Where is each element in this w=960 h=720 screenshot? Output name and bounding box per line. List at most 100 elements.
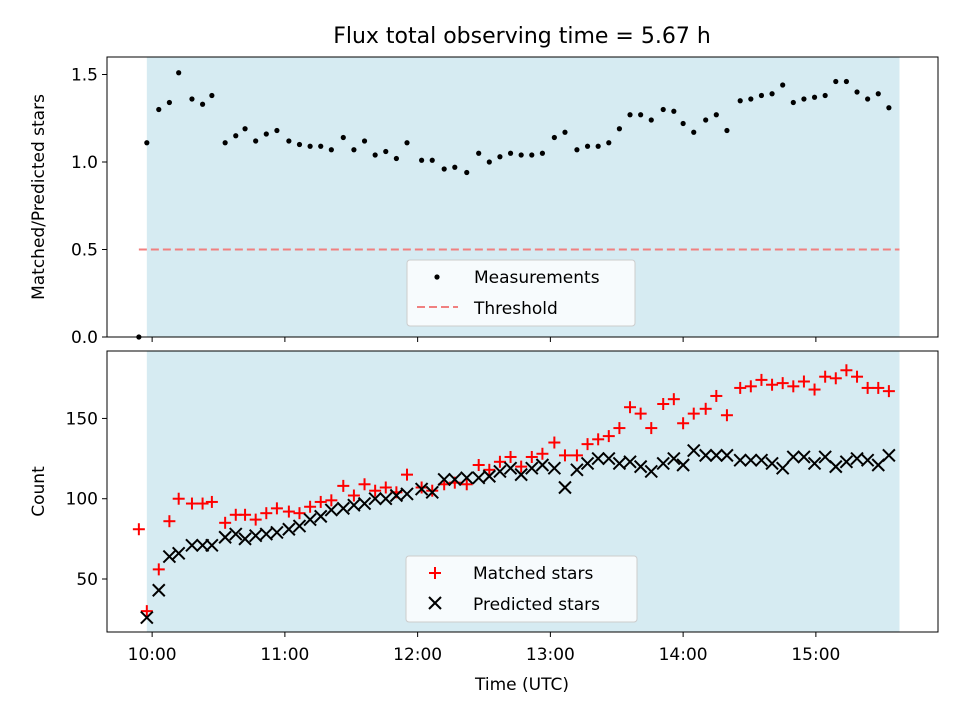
matched-star-marker: [872, 381, 885, 394]
predicted-star-marker: [414, 482, 429, 496]
predicted-star-marker: [229, 527, 243, 541]
matched-star-marker: [472, 459, 485, 472]
matched-star-marker: [415, 481, 428, 494]
matched-star-marker: [861, 381, 874, 394]
matched-star-marker: [699, 402, 712, 415]
matched-star-marker: [744, 380, 757, 393]
predicted-stars-points: [140, 443, 896, 625]
matched-star-marker: [325, 494, 338, 507]
measurement-point: [843, 78, 850, 85]
matched-star-marker: [347, 489, 360, 502]
predicted-star-marker: [644, 464, 658, 479]
matched-stars-points: [132, 364, 895, 618]
measurement-point: [518, 152, 524, 158]
matched-star-marker: [558, 449, 571, 462]
matched-star-marker: [645, 422, 658, 435]
predicted-star-marker: [797, 450, 811, 464]
measurement-point: [507, 150, 514, 156]
predicted-star-marker: [482, 469, 497, 483]
legend-measurements-label: Measurements: [474, 268, 600, 288]
y-tick-label: 1.0: [71, 153, 98, 173]
matched-star-marker: [581, 438, 594, 451]
measurement-point: [724, 127, 730, 134]
predicted-star-marker: [882, 448, 896, 463]
predicted-star-marker: [733, 453, 747, 467]
matched-star-marker: [483, 463, 496, 476]
measurement-point: [660, 106, 666, 113]
measurement-point: [780, 82, 786, 88]
measurement-point: [616, 126, 623, 132]
measurement-point: [199, 101, 206, 107]
predicted-star-marker: [152, 583, 166, 597]
measurement-point: [497, 154, 503, 160]
predicted-star-marker: [807, 456, 822, 471]
matched-star-marker: [249, 513, 262, 526]
matched-star-marker: [808, 383, 821, 396]
matched-star-marker: [677, 417, 690, 430]
x-tick-label: 13:00: [526, 645, 575, 665]
matched-star-marker: [304, 500, 317, 513]
matched-star-marker: [536, 447, 549, 460]
matched-star-marker: [819, 370, 832, 383]
matched-star-marker: [624, 401, 637, 414]
predicted-star-marker: [547, 461, 562, 475]
measurement-point: [574, 147, 580, 153]
matched-star-marker: [270, 502, 283, 515]
predicted-star-marker: [591, 451, 605, 466]
predicted-star-marker: [471, 471, 486, 485]
measurement-point: [209, 92, 215, 99]
matched-star-marker: [132, 523, 145, 536]
predicted-star-marker: [558, 480, 572, 495]
measurement-point: [464, 169, 470, 176]
matched-star-marker: [776, 377, 789, 390]
predicted-star-marker: [248, 528, 263, 543]
measurement-point: [886, 105, 892, 111]
matched-star-marker: [829, 372, 842, 385]
matched-star-marker: [369, 484, 382, 497]
measurement-point: [595, 143, 601, 149]
matched-star-marker: [851, 370, 864, 383]
predicted-star-marker: [162, 549, 177, 564]
matched-star-marker: [460, 478, 473, 491]
top-x-ticks: [151, 337, 817, 342]
predicted-star-marker: [633, 459, 648, 474]
measurement-point: [263, 131, 269, 137]
measurement-point: [790, 99, 796, 106]
predicted-star-marker: [698, 448, 713, 463]
y-tick-label: 150: [66, 409, 98, 429]
top-panel-frame: [106, 56, 939, 338]
measurement-point: [318, 143, 324, 149]
measurement-point: [680, 120, 686, 127]
top-panel: 0.0 0.5 1.0 1.5 Matched/Predicted stars Mea…: [29, 56, 939, 348]
measurement-point: [703, 117, 709, 123]
measurement-point: [865, 96, 871, 102]
measurement-point: [222, 140, 228, 146]
predicted-star-marker: [535, 458, 550, 472]
measurement-point: [551, 134, 557, 141]
predicted-star-marker: [368, 492, 382, 506]
measurement-point: [811, 94, 818, 100]
measurement-point: [691, 129, 697, 135]
top-legend-box: [406, 259, 636, 327]
predicted-star-marker: [292, 519, 307, 533]
predicted-star-marker: [347, 498, 361, 512]
predicted-star-marker: [580, 456, 595, 471]
measurement-point: [606, 140, 612, 146]
y-tick-label: 1.5: [71, 66, 98, 86]
x-tick-label: 12:00: [393, 645, 442, 665]
predicted-star-marker: [612, 456, 627, 471]
matched-star-marker: [205, 495, 218, 508]
predicted-star-marker: [667, 451, 681, 466]
predicted-star-marker: [775, 461, 790, 475]
matched-star-marker: [493, 455, 506, 468]
measurement-point: [486, 159, 492, 165]
measurement-point: [758, 92, 765, 99]
matched-star-marker: [882, 385, 895, 398]
predicted-star-marker: [754, 453, 769, 467]
predicted-star-marker: [218, 530, 232, 544]
matched-star-marker: [337, 479, 350, 492]
measurement-point: [822, 92, 828, 99]
matched-star-marker: [720, 409, 733, 422]
measurement-point: [648, 117, 654, 123]
